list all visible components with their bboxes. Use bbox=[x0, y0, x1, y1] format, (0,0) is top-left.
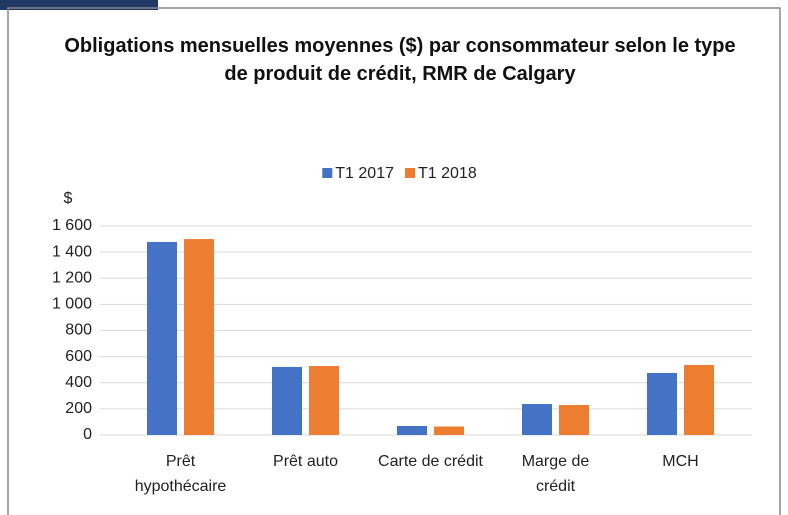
x-tick-label: Prêt hypothécaire bbox=[134, 453, 227, 495]
x-tick-label: Prêt auto bbox=[273, 453, 338, 470]
bar bbox=[647, 372, 677, 435]
legend: T1 2017 T1 2018 bbox=[322, 165, 477, 182]
tab bbox=[0, 0, 158, 10]
bar bbox=[434, 426, 464, 435]
bar bbox=[309, 366, 339, 435]
bar bbox=[184, 239, 214, 435]
y-tick-label: 800 bbox=[65, 322, 92, 339]
y-axis-label: $ bbox=[64, 190, 73, 207]
bar bbox=[272, 366, 302, 435]
y-tick-label: 1 600 bbox=[52, 217, 92, 234]
legend-label: T1 2018 bbox=[418, 165, 477, 182]
y-tick-label: 1 000 bbox=[52, 296, 92, 313]
bar bbox=[559, 404, 589, 435]
y-tick-label: 1 200 bbox=[52, 269, 92, 286]
y-tick-label: 0 bbox=[83, 426, 92, 443]
bar bbox=[147, 241, 177, 435]
bar bbox=[522, 404, 552, 435]
x-tick-label: Marge de crédit bbox=[521, 453, 590, 495]
legend-swatch bbox=[405, 168, 415, 178]
y-tick-label: 400 bbox=[65, 374, 92, 391]
chart-title: Obligations mensuelles moyennes ($) par … bbox=[64, 35, 735, 85]
bar bbox=[397, 425, 427, 435]
x-tick-label: Carte de crédit bbox=[378, 453, 483, 470]
y-tick-label: 200 bbox=[65, 400, 92, 417]
x-tick-label: MCH bbox=[662, 453, 699, 470]
y-tick-label: 600 bbox=[65, 348, 92, 365]
bar bbox=[684, 364, 714, 435]
frame bbox=[7, 7, 781, 515]
legend-label: T1 2017 bbox=[335, 165, 394, 182]
y-tick-label: 1 400 bbox=[52, 243, 92, 260]
legend-swatch bbox=[322, 168, 333, 178]
